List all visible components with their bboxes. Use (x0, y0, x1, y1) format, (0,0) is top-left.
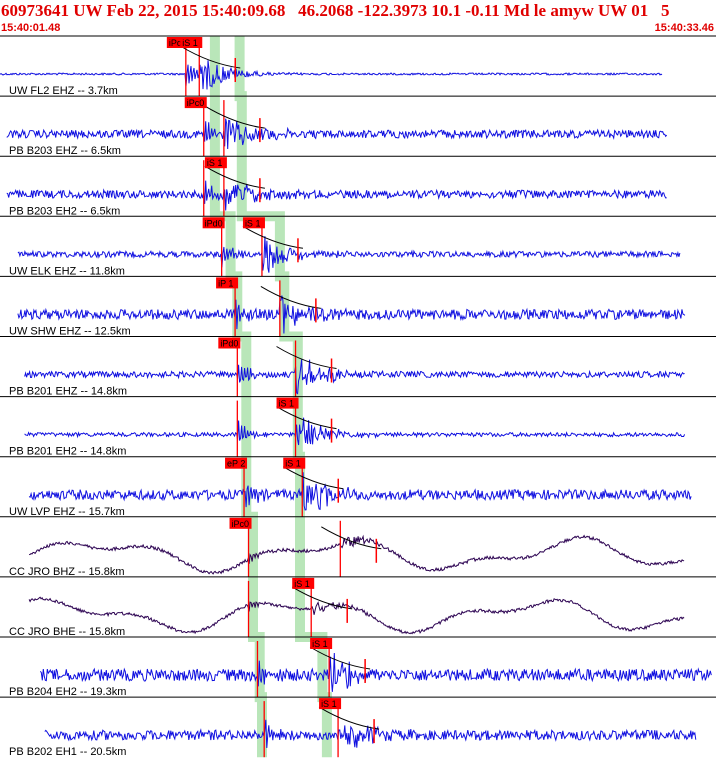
p-pick-tag (216, 277, 239, 289)
waveform-trace (44, 719, 697, 749)
waveform-trace (24, 359, 685, 395)
p-pick-label: iPd0 (205, 218, 223, 228)
channel-row[interactable]: iP 1 UW SHW EHZ -- 12.5km (0, 275, 716, 338)
channel-label: PB B202 EH1 -- 20.5km (9, 746, 126, 758)
p-pick-label: eP 2 (227, 459, 245, 469)
s-pick-tag (310, 638, 333, 649)
s-pick-tag (283, 457, 306, 469)
waveform-trace (28, 596, 685, 635)
channel-row[interactable]: iPc0 PB B203 EHZ -- 6.5km (0, 95, 716, 157)
p-pick-tag (202, 217, 225, 229)
waveform-trace (39, 652, 712, 692)
s-pick-label: iS 1 (294, 579, 310, 589)
channel-label: CC JRO BHZ -- 15.8km (9, 566, 125, 578)
s-pick-label: iS 1 (279, 399, 295, 409)
s-pick-label: iS 1 (182, 38, 198, 48)
channel-label: PB B201 EH2 -- 14.8km (9, 446, 126, 458)
p-pick-label: iPd0 (169, 38, 187, 48)
channel-label: PB B203 EH2 -- 6.5km (9, 205, 120, 217)
channel-row[interactable]: iS 1 CC JRO BHE -- 15.8km (0, 576, 716, 638)
s-pick-tag (276, 397, 299, 409)
channel-row[interactable]: iPd0 PB B201 EHZ -- 14.8km (0, 336, 716, 398)
p-pick-label: iPd0 (220, 339, 238, 349)
p-pick-label: iPc0 (232, 519, 250, 529)
channel-label: PB B204 EH2 -- 19.3km (9, 686, 126, 698)
event-title: 60973641 UW Feb 22, 2015 15:40:09.68 46.… (1, 1, 670, 20)
window-start-time: 15:40:01.48 (1, 22, 61, 34)
s-pick-tag (180, 37, 203, 48)
p-pick-tag (184, 97, 207, 109)
s-pick-label: iS 1 (245, 218, 261, 228)
p-pick-tag (166, 37, 189, 48)
p-pick-label: iP 1 (218, 278, 233, 288)
channel-label: UW SHW EHZ -- 12.5km (9, 326, 131, 338)
channel-label: UW LVP EHZ -- 15.7km (9, 506, 125, 518)
channel-label: PB B201 EHZ -- 14.8km (9, 386, 127, 398)
coda-curve (276, 406, 337, 430)
channel-label: PB B203 EHZ -- 6.5km (9, 145, 121, 157)
channel-label: CC JRO BHE -- 15.8km (9, 626, 125, 638)
channel-row[interactable]: iPd0 iS 1 UW ELK EHZ -- 11.8km (0, 215, 716, 277)
s-pick-label: iS 1 (312, 639, 328, 649)
s-pick-label: iS 1 (285, 459, 301, 469)
coda-curve (242, 225, 304, 249)
waveform-trace (17, 236, 681, 273)
channel-row[interactable]: iS 1 PB B201 EH2 -- 14.8km (0, 396, 716, 458)
waveform-trace (28, 534, 685, 575)
s-pick-tag (292, 577, 315, 589)
s-pick-label: iS 1 (321, 699, 337, 709)
coda-curve (260, 285, 321, 309)
coda-curve (321, 526, 382, 550)
p-pick-label: iPc0 (187, 98, 205, 108)
channel-row[interactable]: iS 1 PB B203 EH2 -- 6.5km (0, 155, 716, 217)
channel-label: UW ELK EHZ -- 11.8km (9, 265, 125, 277)
waveform-trace (24, 417, 686, 446)
coda-curve (282, 466, 344, 490)
s-pick-tag (242, 217, 265, 229)
p-pick-tag (218, 337, 241, 349)
channel-row[interactable]: iS 1 PB B202 EH1 -- 20.5km (0, 696, 716, 758)
p-pick-tag (229, 517, 252, 529)
waveform-trace (0, 60, 663, 90)
channel-row[interactable]: iPc0 CC JRO BHZ -- 15.8km (0, 516, 716, 578)
channel-row[interactable]: eP 2 iS 1 UW LVP EHZ -- 15.7km (0, 456, 716, 518)
waveform-trace (6, 118, 668, 150)
channel-label: UW FL2 EHZ -- 3.7km (9, 85, 118, 97)
s-pick-label: iS 1 (207, 158, 223, 168)
s-pick-tag (319, 698, 342, 710)
waveform-trace (28, 472, 692, 511)
s-pick-tag (204, 157, 227, 169)
window-end-time: 15:40:33.46 (654, 22, 714, 34)
coda-curve (276, 346, 337, 369)
waveform-trace (6, 180, 667, 211)
waveform-trace (17, 295, 686, 334)
p-pick-tag (225, 457, 248, 469)
channel-row[interactable]: iS 1 PB B204 EH2 -- 19.3km (0, 636, 716, 698)
